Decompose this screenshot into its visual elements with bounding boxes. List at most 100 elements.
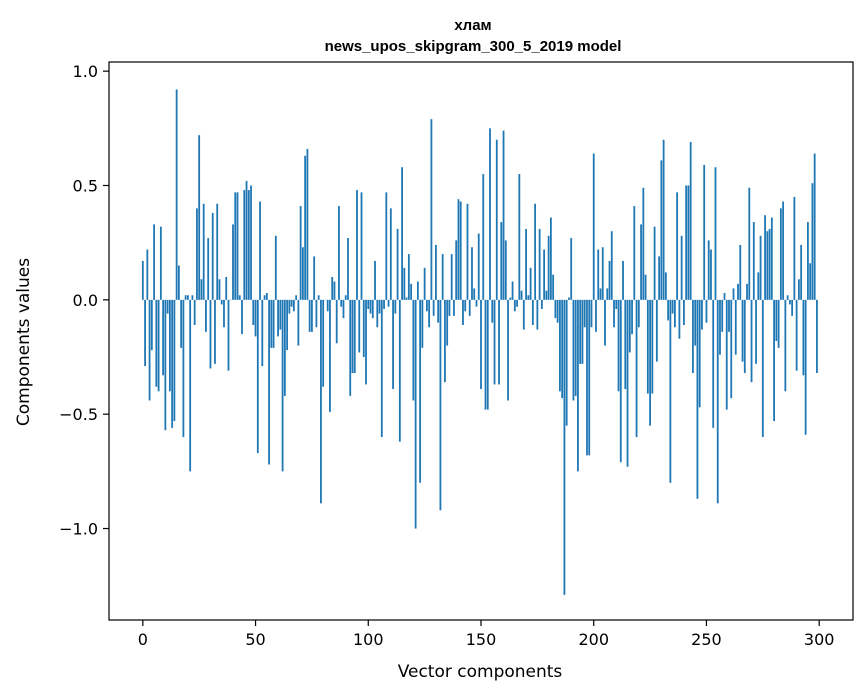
bar-9 bbox=[162, 299, 165, 376]
bar-286 bbox=[786, 295, 789, 300]
bar-259 bbox=[725, 299, 728, 410]
bar-22 bbox=[191, 295, 194, 300]
bar-265 bbox=[739, 244, 742, 300]
bars-group bbox=[141, 89, 818, 595]
bar-73 bbox=[306, 148, 309, 300]
bar-60 bbox=[277, 299, 279, 337]
bar-131 bbox=[437, 299, 440, 323]
bar-144 bbox=[466, 203, 469, 300]
bar-93 bbox=[351, 299, 354, 374]
bar-16 bbox=[177, 265, 180, 300]
bar-211 bbox=[617, 299, 620, 392]
bar-101 bbox=[369, 299, 372, 314]
bar-96 bbox=[358, 299, 361, 353]
bar-160 bbox=[502, 130, 505, 300]
bar-14 bbox=[173, 299, 176, 422]
bar-47 bbox=[247, 190, 250, 300]
bar-148 bbox=[475, 299, 478, 307]
bar-21 bbox=[189, 299, 192, 472]
bar-123 bbox=[419, 299, 422, 483]
bar-181 bbox=[549, 217, 552, 300]
bar-252 bbox=[710, 249, 712, 300]
bar-189 bbox=[568, 297, 570, 300]
y-tick-label: −0.5 bbox=[59, 405, 98, 424]
bar-136 bbox=[448, 299, 451, 316]
bar-65 bbox=[288, 299, 291, 314]
bar-76 bbox=[313, 256, 316, 300]
y-tick-label: 1.0 bbox=[73, 62, 98, 81]
bar-296 bbox=[809, 263, 812, 300]
bar-207 bbox=[608, 260, 611, 300]
bar-8 bbox=[159, 226, 162, 300]
x-tick-label: 50 bbox=[245, 630, 265, 649]
bar-292 bbox=[800, 244, 803, 300]
bar-20 bbox=[187, 295, 189, 300]
bar-55 bbox=[265, 292, 268, 300]
x-tick-label: 100 bbox=[353, 630, 384, 649]
bar-45 bbox=[243, 190, 246, 300]
bar-15 bbox=[175, 89, 178, 300]
bar-124 bbox=[421, 299, 424, 348]
bar-283 bbox=[779, 208, 782, 300]
bar-242 bbox=[687, 185, 690, 300]
bar-284 bbox=[782, 201, 785, 300]
bar-275 bbox=[761, 299, 764, 438]
bar-133 bbox=[441, 254, 444, 300]
bar-88 bbox=[340, 299, 343, 307]
bar-59 bbox=[274, 235, 277, 300]
bar-91 bbox=[347, 238, 349, 300]
bar-221 bbox=[640, 224, 642, 300]
bar-38 bbox=[227, 299, 230, 371]
bar-24 bbox=[196, 208, 198, 300]
bar-111 bbox=[392, 299, 394, 390]
bar-200 bbox=[592, 153, 595, 300]
bar-107 bbox=[383, 299, 385, 309]
bar-168 bbox=[520, 290, 523, 300]
bar-244 bbox=[692, 299, 694, 374]
bar-264 bbox=[737, 283, 739, 300]
bar-254 bbox=[714, 167, 717, 300]
bar-290 bbox=[795, 299, 798, 371]
bar-232 bbox=[664, 272, 667, 300]
bar-2 bbox=[146, 249, 149, 300]
bar-149 bbox=[477, 233, 480, 300]
bar-235 bbox=[671, 299, 674, 314]
bar-234 bbox=[669, 299, 672, 483]
x-axis-ticks: 0 50 100 150 200 250 300 bbox=[138, 620, 834, 649]
bar-238 bbox=[678, 299, 681, 339]
bar-106 bbox=[380, 299, 383, 438]
bar-19 bbox=[184, 295, 187, 300]
bar-222 bbox=[642, 187, 645, 300]
bar-41 bbox=[234, 192, 237, 300]
bar-228 bbox=[655, 299, 658, 362]
bar-271 bbox=[752, 222, 755, 300]
bar-172 bbox=[529, 267, 532, 300]
bar-35 bbox=[220, 299, 223, 305]
bar-17 bbox=[180, 299, 183, 348]
bar-224 bbox=[646, 299, 649, 394]
bar-223 bbox=[644, 274, 647, 300]
bar-103 bbox=[374, 260, 376, 300]
bar-92 bbox=[349, 299, 352, 396]
bar-27 bbox=[202, 203, 205, 300]
bar-69 bbox=[297, 299, 300, 346]
bar-183 bbox=[554, 299, 557, 319]
bar-165 bbox=[513, 299, 516, 312]
bar-90 bbox=[344, 295, 347, 300]
bar-134 bbox=[444, 299, 446, 383]
bar-49 bbox=[252, 299, 255, 325]
bar-44 bbox=[241, 299, 243, 335]
bar-167 bbox=[518, 174, 521, 300]
bar-176 bbox=[538, 228, 541, 300]
bar-159 bbox=[500, 222, 503, 300]
x-tick-label: 200 bbox=[578, 630, 609, 649]
bar-171 bbox=[527, 295, 530, 300]
bar-34 bbox=[218, 279, 221, 300]
bar-233 bbox=[667, 299, 670, 321]
bar-246 bbox=[696, 299, 699, 499]
bar-25 bbox=[198, 135, 201, 300]
bar-98 bbox=[362, 299, 365, 358]
bar-64 bbox=[286, 299, 289, 351]
bar-299 bbox=[816, 299, 818, 374]
